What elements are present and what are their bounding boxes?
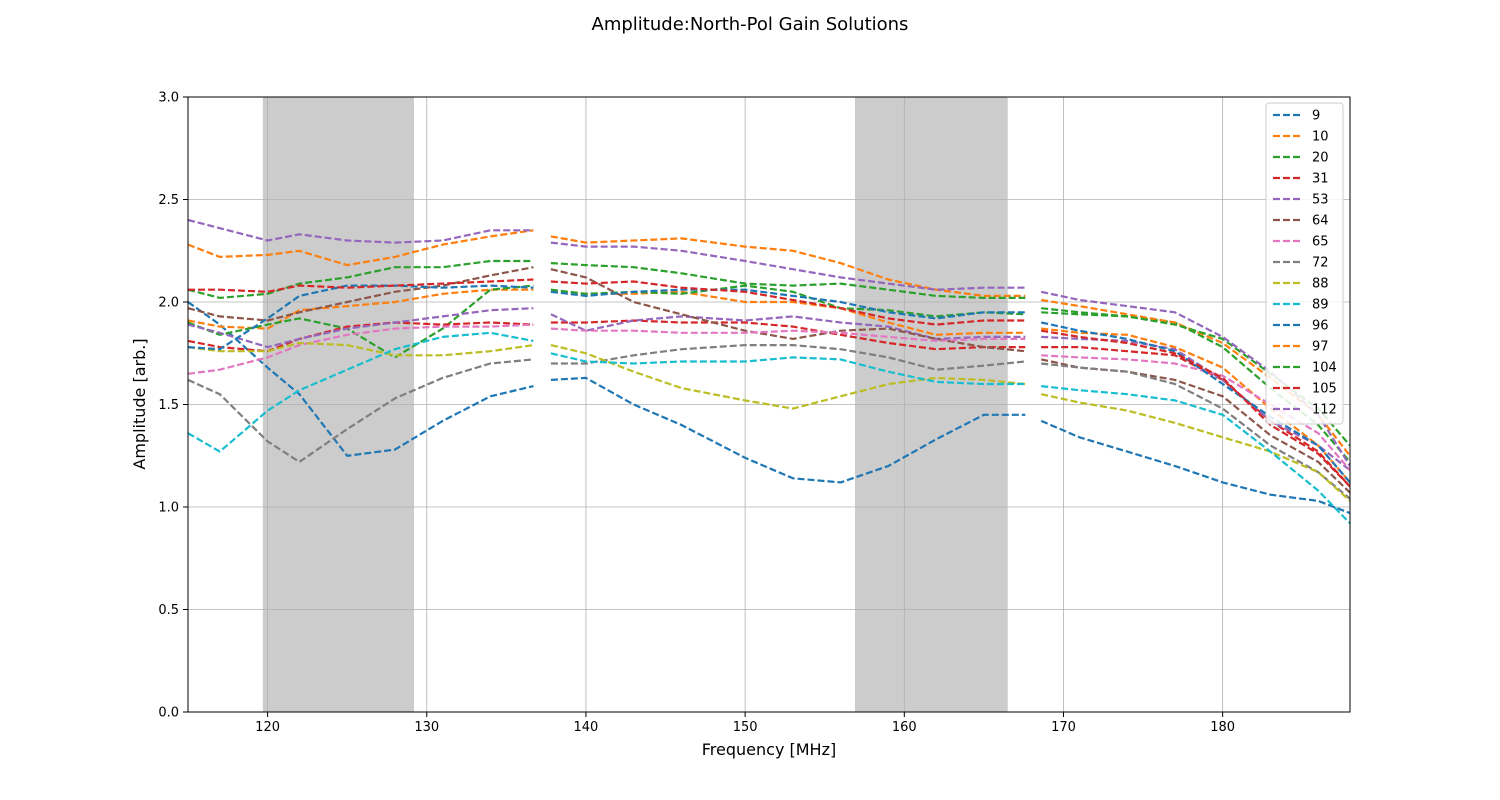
series-96-segment-3: [1040, 321, 1350, 484]
legend-label-112: 112: [1312, 403, 1337, 418]
legend-label-88: 88: [1312, 277, 1329, 292]
legend-label-20: 20: [1312, 151, 1329, 166]
y-tick-label-2-5: 2.5: [158, 193, 179, 208]
series-9-segment-3: [1040, 419, 1350, 515]
legend-label-9: 9: [1312, 109, 1320, 124]
series-112-segment-2: [550, 241, 1026, 291]
y-tick-label-1: 1.0: [158, 501, 179, 516]
x-tick-label-130: 130: [414, 720, 439, 735]
series-88-segment-1: [188, 341, 534, 357]
series-64-segment-2: [550, 268, 1026, 353]
series-lines: [188, 218, 1350, 525]
series-72-segment-2: [550, 344, 1026, 371]
x-tick-label-140: 140: [574, 720, 599, 735]
series-97-segment-1: [188, 229, 534, 267]
legend-box: [1265, 102, 1344, 425]
series-96: [188, 284, 1350, 484]
series-9-segment-2: [550, 376, 1026, 484]
legend-label-31: 31: [1312, 172, 1329, 187]
series-64-segment-1: [188, 266, 534, 322]
series-104-segment-1: [188, 259, 534, 299]
x-tick-label-160: 160: [892, 720, 917, 735]
legend-label-104: 104: [1312, 361, 1337, 376]
series-72-segment-3: [1041, 362, 1350, 500]
series-105-segment-3: [1041, 329, 1350, 488]
legend-label-72: 72: [1312, 256, 1329, 271]
series-88-segment-2: [550, 344, 1026, 410]
plot-area: 120 130 140 150 160 170 180 0.0 0.5 1.0 1.5 2.0 2.5 3…: [158, 91, 1351, 735]
legend-label-97: 97: [1312, 340, 1329, 355]
series-96-segment-1: [188, 284, 534, 351]
y-tick-label-0: 0.0: [158, 706, 179, 721]
legend-label-64: 64: [1312, 214, 1329, 229]
y-tick-label-3: 3.0: [158, 91, 179, 106]
series-89-segment-3: [1041, 385, 1350, 525]
series-31-segment-2: [550, 319, 1026, 351]
series-64: [188, 266, 1350, 494]
y-tick-label-2: 2.0: [158, 296, 179, 311]
legend-label-105: 105: [1312, 382, 1337, 397]
series-65-segment-3: [1041, 354, 1350, 471]
x-axis-label: Frequency [MHz]: [702, 740, 836, 759]
legend-label-96: 96: [1312, 319, 1329, 334]
series-89-segment-2: [550, 352, 1026, 386]
series-96-segment-2: [550, 288, 1026, 320]
chart-title: Amplitude:North-Pol Gain Solutions: [592, 14, 909, 35]
x-tick-label-120: 120: [255, 720, 280, 735]
legend-label-53: 53: [1312, 193, 1329, 208]
series-10-segment-1: [188, 288, 534, 330]
x-tick-label-170: 170: [1051, 720, 1076, 735]
legend: 9 10 20 31 53 64 65 72 88 89 96 97 104 105 112: [1265, 102, 1344, 425]
series-104-segment-2: [550, 262, 1026, 299]
series-53-segment-1: [188, 307, 534, 349]
series-10-segment-3: [1041, 327, 1350, 484]
legend-label-65: 65: [1312, 235, 1329, 250]
y-tick-label-0-5: 0.5: [158, 603, 179, 618]
series-97-segment-2: [550, 235, 1026, 297]
series-31-segment-1: [188, 321, 534, 353]
series-105-segment-2: [550, 280, 1026, 326]
legend-label-89: 89: [1312, 298, 1329, 313]
legend-label-10: 10: [1312, 130, 1329, 145]
series-65-segment-1: [188, 323, 534, 375]
series-112-segment-1: [188, 218, 534, 244]
series-64-segment-3: [1040, 358, 1350, 494]
y-tick-label-1-5: 1.5: [158, 398, 179, 413]
series-53-segment-2: [550, 313, 1026, 340]
series-72: [188, 344, 1350, 500]
series-88: [188, 341, 1350, 502]
x-tick-label-150: 150: [733, 720, 758, 735]
x-tick-label-180: 180: [1210, 720, 1235, 735]
series-65: [188, 323, 1350, 471]
series-65-segment-2: [550, 327, 1026, 342]
series-105: [188, 278, 1350, 488]
y-axis-label: Amplitude [arb.]: [130, 338, 149, 469]
series-88-segment-3: [1040, 393, 1350, 502]
series-89: [188, 331, 1350, 525]
series-20-segment-2: [550, 284, 1026, 318]
series-89-segment-1: [188, 331, 534, 453]
